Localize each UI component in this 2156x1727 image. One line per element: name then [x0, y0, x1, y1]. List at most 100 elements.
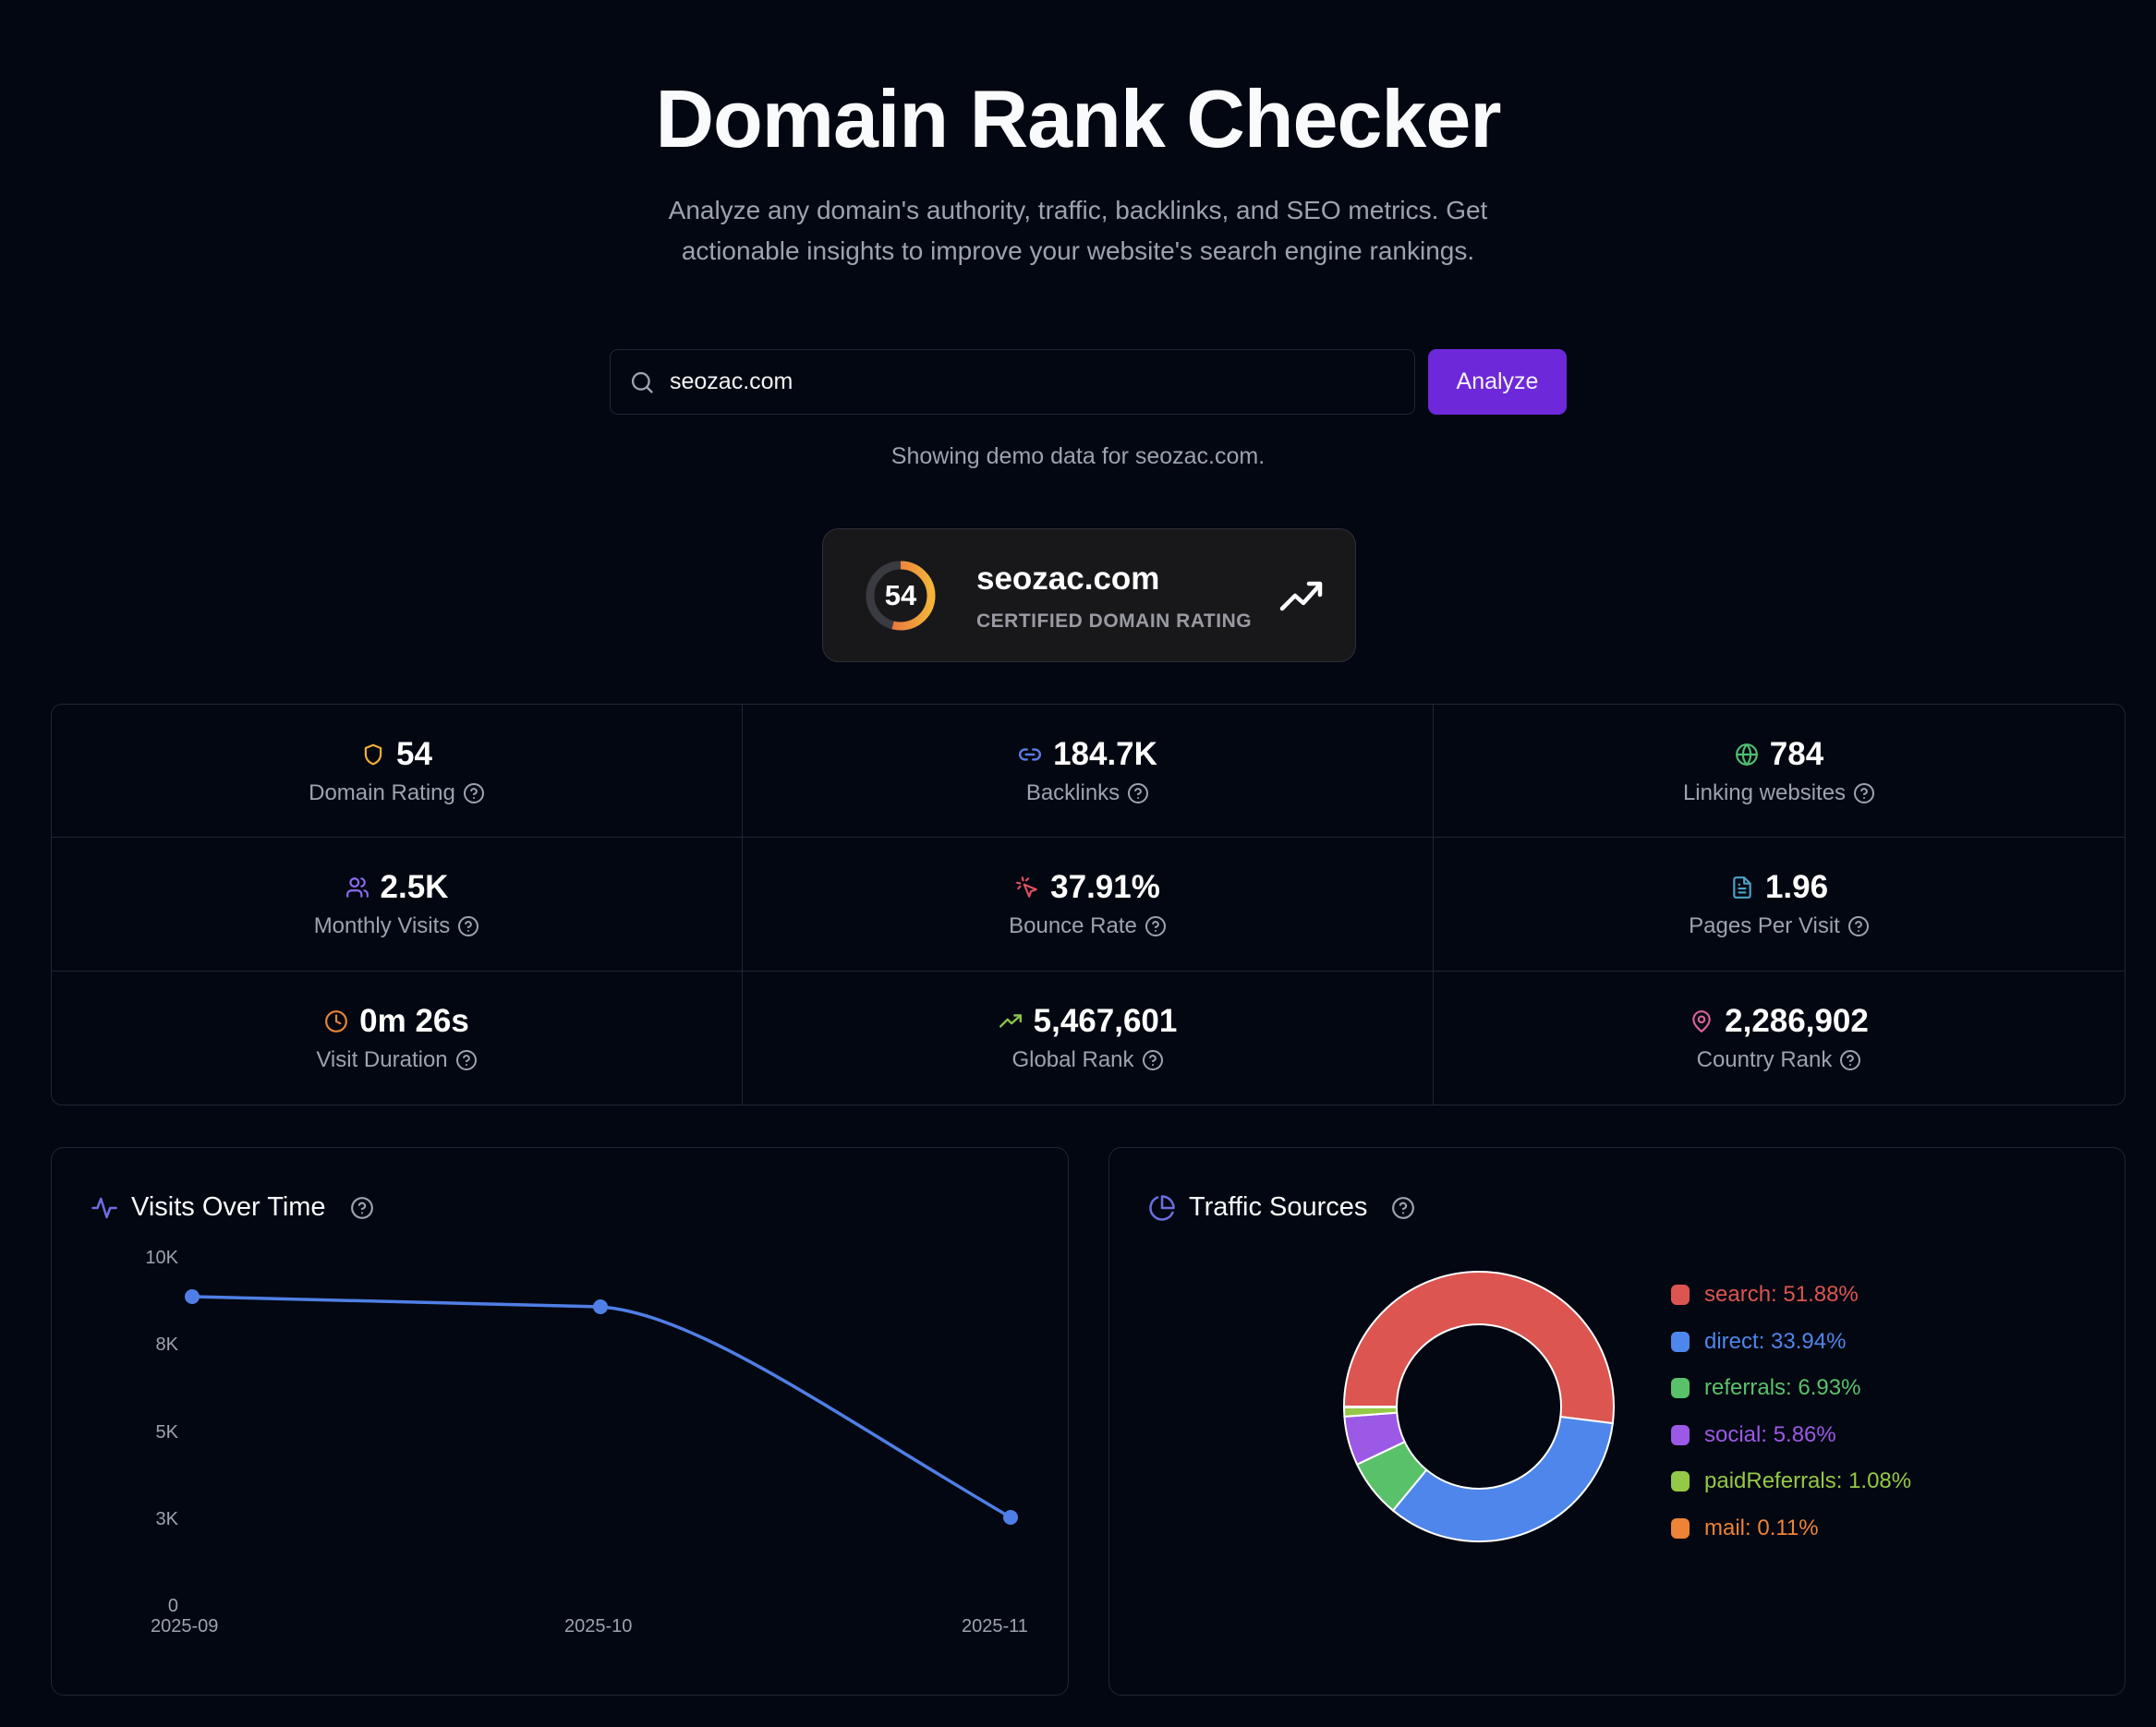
metric-visit-duration: 0m 26s Visit Duration [52, 971, 743, 1105]
legend-swatch [1671, 1424, 1690, 1445]
data-point[interactable] [1003, 1510, 1018, 1525]
map-pin-icon [1692, 1009, 1711, 1033]
page-title: Domain Rank Checker [655, 73, 1501, 164]
legend-item-referrals[interactable]: referrals: 6.93% [1671, 1365, 1911, 1412]
metric-label: Backlinks [1025, 779, 1120, 805]
legend-item-search[interactable]: search: 51.88% [1671, 1272, 1911, 1319]
domain-name: seozac.com [976, 561, 1160, 597]
demo-data-notice: Showing demo data for seozac.com. [890, 443, 1266, 469]
legend-label: paidReferrals: 1.08% [1704, 1468, 1912, 1494]
metric-value: 5,467,601 [1033, 1002, 1178, 1039]
metric-value: 0m 26s [359, 1002, 469, 1039]
visits-over-time-card: Visits Over Time 10K 8K 5K 3K 0 2025-09 … [51, 1147, 1069, 1696]
help-icon[interactable] [1145, 915, 1167, 937]
metric-value: 2.5K [380, 868, 449, 905]
document-icon [1733, 876, 1751, 899]
metric-label: Country Rank [1696, 1046, 1833, 1072]
legend-swatch [1671, 1517, 1690, 1539]
help-icon[interactable] [463, 782, 485, 804]
x-tick: 2025-09 [151, 1616, 219, 1636]
metric-value: 184.7K [1053, 735, 1157, 772]
metric-value: 2,286,902 [1725, 1002, 1869, 1039]
metric-label: Global Rank [1011, 1046, 1134, 1072]
help-icon[interactable] [1391, 1196, 1415, 1220]
traffic-sources-card: Traffic Sources search: 51.88% direct: 33… [1108, 1147, 2126, 1696]
metrics-grid: 54 Domain Rating 184.7K Backlinks 784 [51, 704, 2126, 1105]
donut-slice-search[interactable] [1342, 1271, 1615, 1425]
x-tick: 2025-11 [962, 1616, 1028, 1636]
y-tick: 8K [155, 1334, 178, 1355]
help-icon[interactable] [455, 1049, 478, 1071]
legend-swatch [1671, 1331, 1690, 1352]
legend-item-social[interactable]: social: 5.86% [1671, 1412, 1911, 1459]
domain-rating-caption: CERTIFIED DOMAIN RATING [976, 610, 1253, 632]
pie-chart-icon [1149, 1194, 1175, 1221]
globe-icon [1735, 743, 1758, 767]
data-point[interactable] [185, 1289, 200, 1304]
pointer-click-icon [1016, 876, 1037, 898]
legend-item-mail[interactable]: mail: 0.11% [1671, 1505, 1911, 1552]
help-icon[interactable] [1142, 1049, 1164, 1071]
x-tick: 2025-10 [564, 1616, 633, 1636]
metric-bounce-rate: 37.91% Bounce Rate [743, 838, 1434, 972]
traffic-legend: search: 51.88% direct: 33.94% referrals: 6… [1671, 1272, 1911, 1552]
users-icon [345, 877, 369, 898]
legend-label: search: 51.88% [1704, 1282, 1859, 1308]
metric-global-rank: 5,467,601 Global Rank [743, 971, 1434, 1105]
legend-swatch [1671, 1471, 1690, 1492]
domain-rating-card: 54 seozac.com CERTIFIED DOMAIN RATING [822, 528, 1356, 662]
shield-icon [364, 743, 382, 766]
traffic-donut-chart [1342, 1271, 1615, 1542]
y-tick: 3K [155, 1509, 178, 1529]
domain-rating-gauge: 54 [865, 560, 937, 632]
metric-label: Pages Per Visit [1689, 912, 1840, 938]
visits-line-chart [185, 1289, 1018, 1525]
metric-domain-rating: 54 Domain Rating [52, 705, 743, 839]
legend-label: social: 5.86% [1704, 1421, 1836, 1447]
help-icon[interactable] [457, 915, 479, 937]
legend-label: referrals: 6.93% [1704, 1375, 1861, 1401]
card-title: Traffic Sources [1189, 1192, 1368, 1222]
y-tick: 0 [167, 1596, 178, 1616]
metric-value: 784 [1769, 735, 1824, 772]
legend-label: mail: 0.11% [1704, 1515, 1819, 1540]
metric-pages-per-visit: 1.96 Pages Per Visit [1434, 838, 2125, 972]
legend-item-direct[interactable]: direct: 33.94% [1671, 1319, 1911, 1366]
metric-value: 54 [396, 735, 432, 772]
analyze-button[interactable]: Analyze [1428, 349, 1567, 415]
search-icon [631, 371, 653, 393]
domain-rating-score: 54 [884, 579, 917, 611]
trending-up-icon [999, 1014, 1022, 1028]
help-icon[interactable] [1127, 782, 1149, 804]
domain-search-input[interactable] [670, 368, 1390, 395]
help-icon[interactable] [1847, 915, 1870, 937]
page-subtitle: Analyze any domain's authority, traffic,… [668, 196, 1488, 265]
card-title: Visits Over Time [131, 1192, 326, 1222]
metric-label: Visit Duration [316, 1046, 448, 1072]
metric-label: Bounce Rate [1009, 912, 1137, 938]
data-point[interactable] [593, 1299, 608, 1314]
help-icon[interactable] [350, 1196, 374, 1220]
y-tick: 10K [145, 1248, 178, 1268]
donut-slice-direct[interactable] [1391, 1415, 1614, 1542]
metric-label: Monthly Visits [313, 912, 451, 938]
legend-swatch [1671, 1378, 1690, 1399]
metric-label: Linking websites [1682, 779, 1847, 805]
clock-icon [325, 1009, 348, 1033]
metric-country-rank: 2,286,902 Country Rank [1434, 972, 2125, 1105]
metric-value: 1.96 [1764, 868, 1829, 905]
trending-up-icon [1279, 581, 1323, 611]
legend-item-paidReferrals[interactable]: paidReferrals: 1.08% [1671, 1458, 1911, 1505]
metric-label: Domain Rating [309, 779, 455, 805]
legend-swatch [1671, 1285, 1690, 1306]
link-icon [1019, 748, 1042, 761]
metric-linking-websites: 784 Linking websites [1434, 705, 2125, 839]
metric-value: 37.91% [1050, 868, 1160, 905]
metric-backlinks: 184.7K Backlinks [743, 705, 1434, 839]
help-icon[interactable] [1853, 782, 1875, 804]
help-icon[interactable] [1839, 1049, 1861, 1071]
metric-monthly-visits: 2.5K Monthly Visits [52, 838, 743, 972]
search-bar[interactable] [610, 349, 1415, 415]
activity-icon [91, 1197, 117, 1218]
